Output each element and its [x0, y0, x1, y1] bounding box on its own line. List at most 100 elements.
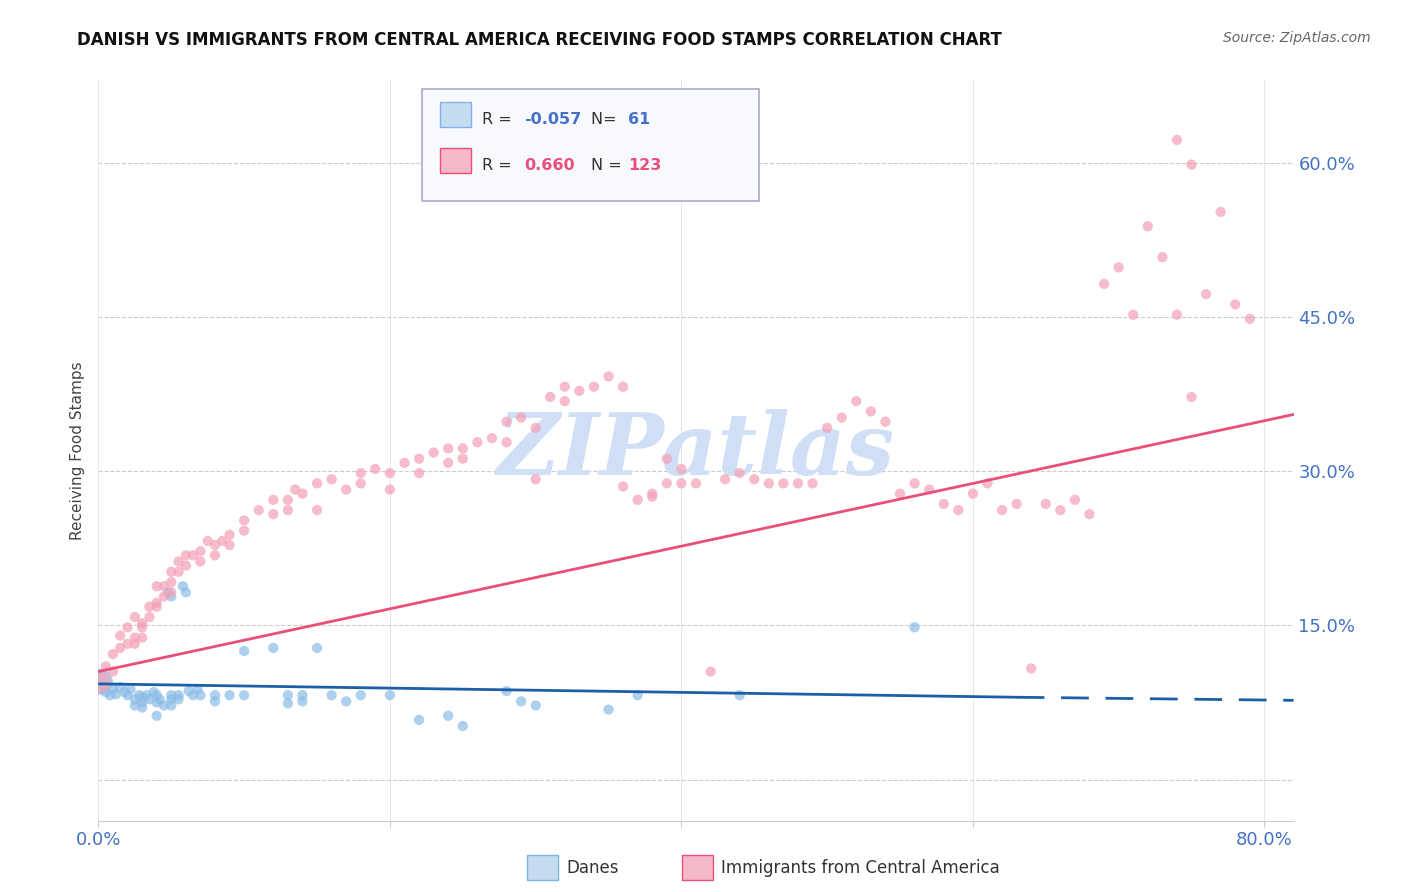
- Point: [124, 610, 146, 624]
- Point: [131, 695, 153, 709]
- Point: [524, 421, 547, 435]
- Point: [233, 524, 256, 538]
- Point: [160, 575, 183, 590]
- Point: [110, 640, 132, 655]
- Point: [1180, 390, 1202, 404]
- Point: [364, 462, 387, 476]
- Point: [1180, 158, 1202, 172]
- Point: [277, 697, 299, 711]
- Point: [714, 472, 737, 486]
- Point: [153, 590, 176, 604]
- Point: [1152, 250, 1174, 264]
- Point: [190, 688, 212, 702]
- Text: R =: R =: [482, 158, 522, 173]
- Point: [437, 708, 460, 723]
- Text: N=: N=: [591, 112, 621, 127]
- Point: [117, 620, 139, 634]
- Point: [291, 694, 314, 708]
- Point: [510, 694, 533, 708]
- Point: [153, 579, 176, 593]
- Point: [145, 579, 167, 593]
- Point: [627, 492, 650, 507]
- Point: [131, 700, 153, 714]
- Point: [394, 456, 416, 470]
- Point: [655, 451, 678, 466]
- Point: [218, 528, 240, 542]
- Point: [918, 483, 941, 497]
- Point: [948, 503, 970, 517]
- Point: [160, 565, 183, 579]
- Point: [110, 680, 132, 694]
- Point: [120, 681, 142, 696]
- Point: [408, 466, 430, 480]
- Point: [742, 472, 765, 486]
- Point: [378, 483, 401, 497]
- Point: [451, 442, 474, 456]
- Y-axis label: Receiving Food Stamps: Receiving Food Stamps: [69, 361, 84, 540]
- Point: [172, 579, 194, 593]
- Point: [174, 585, 197, 599]
- Point: [167, 565, 190, 579]
- Point: [1122, 308, 1144, 322]
- Point: [524, 698, 547, 713]
- Point: [145, 708, 167, 723]
- Point: [962, 486, 984, 500]
- Point: [138, 692, 160, 706]
- Point: [350, 688, 373, 702]
- Point: [211, 533, 233, 548]
- Point: [204, 549, 226, 563]
- Point: [233, 644, 256, 658]
- Point: [350, 476, 373, 491]
- Point: [598, 369, 620, 384]
- Point: [167, 555, 190, 569]
- Point: [685, 476, 707, 491]
- Point: [1166, 133, 1188, 147]
- Point: [284, 483, 307, 497]
- Point: [467, 435, 489, 450]
- Point: [671, 462, 693, 476]
- Point: [177, 684, 200, 698]
- Point: [889, 486, 911, 500]
- Point: [110, 629, 132, 643]
- Point: [1136, 219, 1159, 234]
- Point: [233, 688, 256, 702]
- Point: [408, 713, 430, 727]
- Point: [186, 681, 208, 696]
- Point: [94, 685, 117, 699]
- Point: [89, 674, 111, 689]
- Point: [903, 620, 925, 634]
- Point: [655, 476, 678, 491]
- Point: [538, 390, 561, 404]
- Point: [772, 476, 794, 491]
- Point: [94, 659, 117, 673]
- Text: ZIPatlas: ZIPatlas: [496, 409, 896, 492]
- Point: [157, 585, 180, 599]
- Point: [1092, 277, 1115, 291]
- Point: [641, 490, 664, 504]
- Point: [190, 544, 212, 558]
- Point: [89, 674, 111, 689]
- Point: [598, 703, 620, 717]
- Point: [1049, 503, 1071, 517]
- Point: [138, 610, 160, 624]
- Point: [699, 665, 721, 679]
- Point: [218, 538, 240, 552]
- Point: [568, 384, 591, 398]
- Point: [627, 688, 650, 702]
- Point: [124, 698, 146, 713]
- Point: [554, 380, 576, 394]
- Point: [728, 466, 751, 480]
- Point: [612, 479, 634, 493]
- Point: [976, 476, 998, 491]
- Point: [204, 688, 226, 702]
- Point: [145, 688, 167, 702]
- Point: [481, 431, 503, 445]
- Point: [422, 445, 444, 459]
- Point: [932, 497, 955, 511]
- Point: [1209, 205, 1232, 219]
- Point: [1019, 661, 1042, 675]
- Point: [101, 681, 124, 696]
- Point: [291, 486, 314, 500]
- Point: [495, 415, 517, 429]
- Point: [101, 647, 124, 661]
